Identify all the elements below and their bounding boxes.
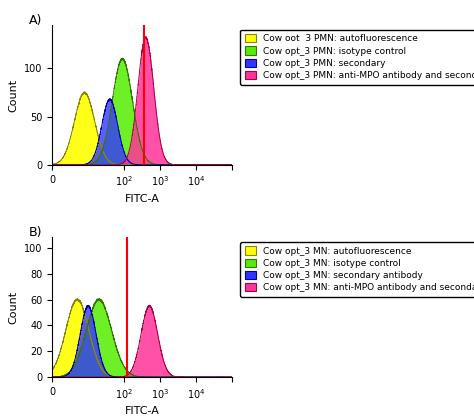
Y-axis label: Count: Count: [9, 291, 18, 324]
Y-axis label: Count: Count: [9, 78, 18, 111]
Legend: Cow opt_3 MN: autofluorescence, Cow opt_3 MN: isotype control, Cow opt_3 MN: sec: Cow opt_3 MN: autofluorescence, Cow opt_…: [240, 242, 474, 297]
X-axis label: FITC-A: FITC-A: [125, 406, 160, 416]
X-axis label: FITC-A: FITC-A: [125, 194, 160, 204]
Legend: Cow oot  3 PMN: autofluorescence, Cow opt_3 PMN: isotype control, Cow opt_3 PMN:: Cow oot 3 PMN: autofluorescence, Cow opt…: [240, 30, 474, 85]
Text: B): B): [29, 226, 42, 239]
Text: A): A): [29, 14, 42, 27]
